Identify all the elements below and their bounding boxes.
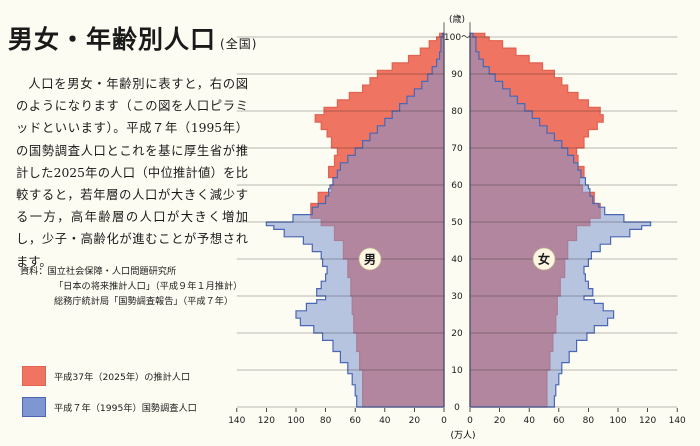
x-tick-label-right: 0 [467, 416, 473, 426]
x-tick-label-right: 120 [639, 416, 656, 426]
x-axis-unit-label: (万人) [450, 430, 475, 441]
legend-swatch-2025 [22, 366, 46, 386]
x-tick-label-right: 100 [609, 416, 626, 426]
legend-swatch-1995 [22, 397, 46, 417]
y-tick-label: 10 [451, 366, 463, 376]
x-tick-label-right: 20 [494, 416, 506, 426]
x-tick-label-right: 60 [553, 416, 565, 426]
y-tick-label: 30 [451, 292, 463, 302]
grid-lines [236, 22, 678, 408]
legend-label-1995: 平成７年（1995年）国勢調査人口 [54, 403, 197, 414]
source-note: 資料：国立社会保障・人口問題研究所 「日本の将来推計人口」（平成９年１月推計） … [20, 264, 242, 309]
male-pane [265, 32, 445, 408]
source-line-3: 総務庁統計局「国勢調査報告」（平成７年） [54, 296, 234, 307]
y-tick-label: 50 [451, 218, 463, 228]
x-tick-label-left: 80 [320, 416, 332, 426]
y-axis-ticks: 0 10 20 30 40 50 60 70 80 90 100〜 (歳) [444, 13, 470, 413]
x-tick-label-right: 140 [669, 416, 686, 426]
male-label-circle [358, 247, 382, 271]
source-line-2: 「日本の将来推計人口」（平成９年１月推計） [54, 281, 243, 292]
female-label-circle [532, 247, 556, 271]
y-tick-label: 90 [451, 70, 463, 80]
x-axis-ticks: 140 120 100 80 60 40 20 0 0 20 40 60 80 100 120 140 (万人) [228, 408, 686, 441]
x-tick-label-left: 20 [409, 416, 421, 426]
legend-label-2025: 平成37年（2025年）の推計人口 [54, 372, 191, 383]
legend-item-2025: 平成37年（2025年）の推計人口 [22, 366, 190, 386]
description-text: 人口を男女・年齢別に表すと，右の図のようになります（この図を人口ピラミッドといい… [16, 77, 248, 269]
male-side-label: 男 [364, 253, 376, 267]
title-sub: (全国) [220, 37, 258, 51]
y-tick-label: 40 [451, 255, 463, 265]
page-title: 男女・年齢別人口 (全国) [8, 20, 257, 56]
source-label: 資料：国立社会保障・人口問題研究所 [20, 266, 177, 277]
y-tick-label: 70 [451, 144, 463, 154]
x-tick-label-left: 40 [379, 416, 391, 426]
x-tick-label-right: 80 [583, 416, 595, 426]
chart-labels: 男女 [358, 247, 556, 271]
series-census-1995-male [265, 32, 445, 408]
y-tick-label: 80 [451, 107, 463, 117]
series-census-1995-female [469, 32, 652, 408]
x-tick-label-left: 60 [349, 416, 361, 426]
female-pane [469, 32, 652, 408]
x-tick-label-right: 40 [523, 416, 535, 426]
y-axis-label: (歳) [449, 13, 465, 25]
x-tick-label-left: 120 [258, 416, 275, 426]
y-tick-label: 0 [454, 403, 460, 413]
female-side-label: 女 [538, 252, 550, 267]
x-tick-label-left: 100 [287, 416, 304, 426]
legend-item-1995: 平成７年（1995年）国勢調査人口 [22, 397, 197, 417]
y-tick-label: 60 [451, 181, 463, 191]
y-tick-label: 100〜 [444, 33, 470, 43]
x-tick-label-left: 140 [228, 416, 245, 426]
title-main: 男女・年齢別人口 [8, 25, 217, 54]
y-tick-label: 20 [451, 329, 463, 339]
x-tick-label-left: 0 [441, 416, 447, 426]
